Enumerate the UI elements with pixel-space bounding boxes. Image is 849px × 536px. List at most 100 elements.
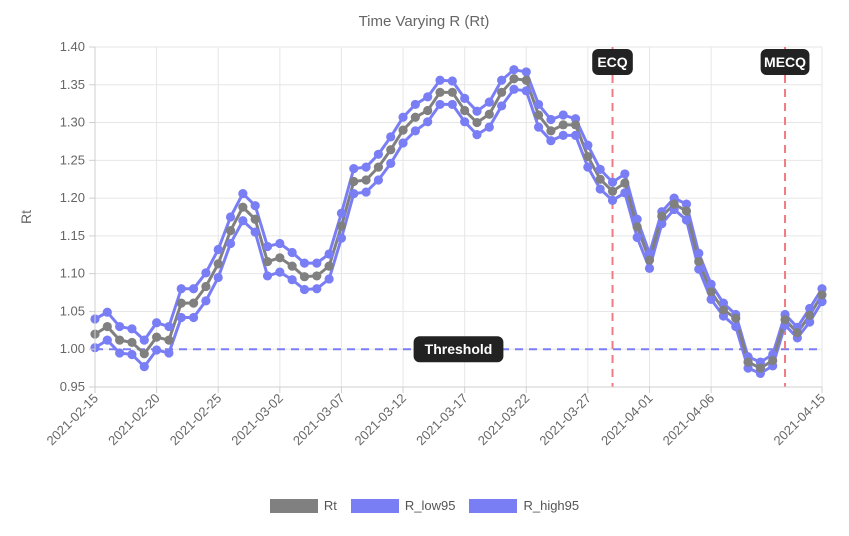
- data-point-rt[interactable]: [213, 259, 223, 269]
- data-point-r-high95[interactable]: [299, 258, 310, 268]
- data-point-r-high95[interactable]: [250, 201, 260, 211]
- data-point-r-high95[interactable]: [509, 65, 519, 75]
- data-point-rt[interactable]: [805, 310, 815, 320]
- data-point-rt[interactable]: [238, 202, 248, 212]
- data-point-rt[interactable]: [460, 105, 470, 116]
- data-point-rt[interactable]: [521, 75, 531, 85]
- data-point-r-low95[interactable]: [213, 272, 223, 283]
- data-point-r-high95[interactable]: [681, 199, 692, 209]
- data-point-r-low95[interactable]: [373, 175, 384, 185]
- data-point-rt[interactable]: [435, 87, 445, 97]
- data-point-rt[interactable]: [398, 125, 408, 135]
- data-point-rt[interactable]: [657, 211, 667, 221]
- data-point-r-high95[interactable]: [398, 112, 408, 122]
- data-point-r-low95[interactable]: [595, 184, 605, 194]
- data-point-r-low95[interactable]: [558, 130, 568, 140]
- data-point-r-high95[interactable]: [164, 321, 174, 332]
- data-point-r-high95[interactable]: [238, 188, 248, 199]
- data-point-r-low95[interactable]: [398, 138, 408, 148]
- legend-item-r-high95[interactable]: R_high95: [469, 498, 579, 513]
- data-point-r-low95[interactable]: [706, 294, 716, 304]
- data-point-r-low95[interactable]: [262, 271, 273, 281]
- data-point-r-high95[interactable]: [632, 214, 642, 224]
- data-point-r-low95[interactable]: [497, 101, 507, 111]
- data-point-rt[interactable]: [755, 363, 765, 373]
- data-point-r-low95[interactable]: [201, 296, 211, 306]
- data-point-r-high95[interactable]: [706, 279, 716, 289]
- data-point-r-low95[interactable]: [731, 321, 741, 332]
- data-point-rt[interactable]: [324, 261, 334, 271]
- data-point-r-high95[interactable]: [188, 284, 199, 294]
- data-point-r-high95[interactable]: [336, 208, 347, 218]
- data-point-r-high95[interactable]: [201, 268, 211, 278]
- data-point-r-low95[interactable]: [632, 232, 642, 242]
- data-point-r-high95[interactable]: [497, 75, 507, 85]
- data-point-rt[interactable]: [780, 315, 790, 325]
- data-point-rt[interactable]: [262, 256, 273, 267]
- data-point-rt[interactable]: [607, 186, 618, 196]
- data-point-r-high95[interactable]: [546, 114, 556, 125]
- data-point-rt[interactable]: [312, 271, 322, 281]
- data-point-rt[interactable]: [336, 221, 347, 231]
- data-point-rt[interactable]: [472, 117, 482, 128]
- data-point-r-high95[interactable]: [558, 110, 568, 120]
- data-point-rt[interactable]: [127, 337, 137, 348]
- data-point-r-low95[interactable]: [127, 349, 137, 360]
- data-point-r-high95[interactable]: [225, 212, 236, 222]
- data-point-r-low95[interactable]: [324, 274, 334, 284]
- data-point-r-high95[interactable]: [275, 238, 285, 249]
- data-point-r-low95[interactable]: [521, 86, 531, 96]
- data-point-r-high95[interactable]: [287, 247, 297, 258]
- data-point-r-low95[interactable]: [410, 126, 420, 136]
- data-point-r-high95[interactable]: [127, 324, 137, 334]
- data-point-r-low95[interactable]: [447, 99, 457, 110]
- data-point-r-low95[interactable]: [164, 348, 174, 358]
- data-point-rt[interactable]: [275, 253, 285, 263]
- data-point-rt[interactable]: [188, 298, 199, 308]
- data-point-r-high95[interactable]: [595, 164, 605, 174]
- data-point-r-low95[interactable]: [583, 162, 593, 172]
- data-point-r-low95[interactable]: [336, 233, 347, 243]
- data-point-r-high95[interactable]: [410, 99, 420, 110]
- data-point-rt[interactable]: [546, 126, 556, 136]
- data-point-r-low95[interactable]: [681, 215, 692, 225]
- data-point-r-low95[interactable]: [570, 130, 581, 140]
- data-point-rt[interactable]: [497, 87, 507, 97]
- data-point-r-low95[interactable]: [546, 136, 556, 146]
- data-point-rt[interactable]: [349, 176, 359, 187]
- data-point-rt[interactable]: [225, 226, 236, 236]
- data-point-rt[interactable]: [558, 120, 568, 130]
- data-point-r-low95[interactable]: [657, 219, 667, 229]
- data-point-rt[interactable]: [484, 109, 494, 119]
- data-point-r-high95[interactable]: [435, 75, 445, 85]
- data-point-r-low95[interactable]: [484, 122, 494, 132]
- data-point-r-low95[interactable]: [287, 275, 297, 285]
- data-point-rt[interactable]: [250, 214, 260, 224]
- data-point-r-low95[interactable]: [620, 188, 630, 198]
- data-point-r-high95[interactable]: [644, 248, 655, 258]
- data-point-r-low95[interactable]: [472, 130, 482, 140]
- data-point-r-high95[interactable]: [521, 67, 531, 77]
- data-point-rt[interactable]: [718, 305, 729, 315]
- data-point-rt[interactable]: [743, 357, 753, 367]
- data-point-r-low95[interactable]: [644, 263, 655, 273]
- data-point-rt[interactable]: [620, 178, 630, 188]
- data-point-r-high95[interactable]: [139, 335, 149, 345]
- data-point-rt[interactable]: [570, 120, 581, 130]
- data-point-r-high95[interactable]: [694, 248, 704, 258]
- data-point-rt[interactable]: [423, 105, 433, 116]
- data-point-r-low95[interactable]: [509, 84, 519, 94]
- data-point-r-high95[interactable]: [115, 321, 125, 332]
- data-point-r-low95[interactable]: [188, 312, 199, 323]
- data-point-r-low95[interactable]: [694, 264, 704, 274]
- data-point-r-low95[interactable]: [817, 297, 827, 307]
- data-point-rt[interactable]: [632, 222, 642, 232]
- data-point-rt[interactable]: [299, 272, 310, 282]
- data-point-rt[interactable]: [176, 298, 186, 308]
- data-point-r-low95[interactable]: [152, 345, 162, 355]
- data-point-r-high95[interactable]: [324, 249, 334, 259]
- data-point-r-high95[interactable]: [176, 284, 186, 294]
- data-point-r-high95[interactable]: [213, 244, 223, 255]
- data-point-rt[interactable]: [447, 87, 457, 97]
- data-point-rt[interactable]: [817, 290, 827, 300]
